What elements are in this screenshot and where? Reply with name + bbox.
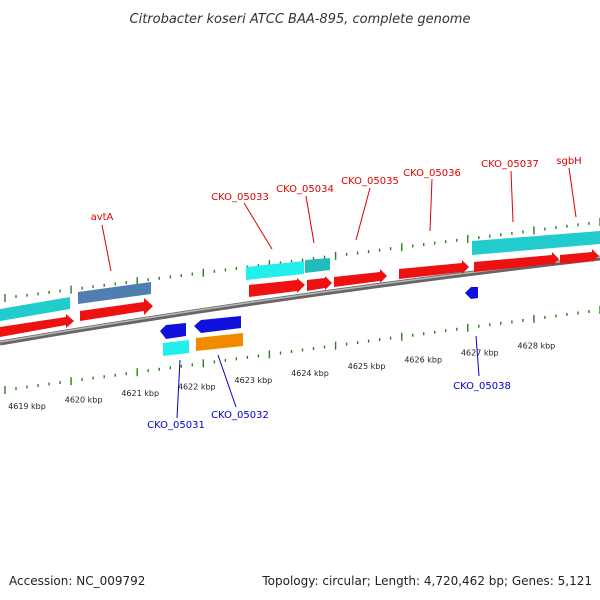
gene-CKO_05037-pointer bbox=[510, 170, 514, 223]
gene-CKO_05038-label: CKO_05038 bbox=[453, 381, 511, 392]
forward-strand-features: avtA CKO_05033 CKO_05034 CKO_05035 CKO_0… bbox=[0, 156, 600, 337]
gene-CKO_05036-pointer bbox=[429, 178, 433, 232]
scale-label-4622: 4622 kbp bbox=[178, 383, 216, 392]
scale-label-4627: 4627 kbp bbox=[461, 348, 499, 357]
scale-labels: 4619 kbp 4620 kbp 4621 kbp 4622 kbp 4623 kbp… bbox=[8, 342, 555, 412]
scale-label-4624: 4624 kbp bbox=[291, 369, 329, 378]
gene-CKO_05037-label: CKO_05037 bbox=[481, 159, 539, 170]
gene-sgbH-label: sgbH bbox=[556, 156, 581, 167]
gene-CKO_05035-pointer bbox=[355, 187, 371, 241]
gene-CKO_05032[interactable]: CKO_05032 bbox=[194, 316, 269, 421]
genome-summary-text: Topology: circular; Length: 4,720,462 bp… bbox=[261, 574, 592, 588]
gene-CKO_05038[interactable]: CKO_05038 bbox=[453, 287, 511, 392]
accession-text: Accession: NC_009792 bbox=[9, 574, 145, 588]
scale-label-4621: 4621 kbp bbox=[121, 389, 159, 398]
scale-label-4620: 4620 kbp bbox=[65, 396, 103, 405]
outer-tick-track bbox=[4, 218, 600, 302]
scale-label-4619: 4619 kbp bbox=[8, 402, 46, 411]
gene-CKO_05031-label: CKO_05031 bbox=[147, 420, 205, 431]
gene-CKO_05032-label: CKO_05032 bbox=[211, 410, 269, 421]
gene-avtA-pointer bbox=[101, 224, 112, 272]
gene-CKO_05032-pointer bbox=[217, 354, 237, 408]
gene-CKO_05034-label: CKO_05034 bbox=[276, 184, 334, 195]
gene-avtA[interactable]: avtA bbox=[78, 212, 153, 321]
gene-sgbH-pointer bbox=[568, 167, 577, 218]
scale-label-4623: 4623 kbp bbox=[235, 376, 273, 385]
gene-sgbH[interactable]: sgbH bbox=[556, 156, 599, 264]
scale-label-4626: 4626 kbp bbox=[404, 355, 442, 364]
gene-CKO_05033[interactable]: CKO_05033 bbox=[211, 192, 305, 297]
gene-CKO_05035[interactable]: CKO_05035 bbox=[334, 176, 399, 287]
gene-CKO_05038-pointer bbox=[475, 335, 480, 377]
gene-CKO_05035-label: CKO_05035 bbox=[341, 176, 399, 187]
gene-CKO_05037[interactable]: CKO_05037 bbox=[472, 159, 600, 272]
gene-CKO_05033-label: CKO_05033 bbox=[211, 192, 269, 203]
gene-CKO_05031-pointer bbox=[176, 359, 181, 419]
gene-CKO_05034-pointer bbox=[305, 195, 315, 244]
gene-CKO_05034[interactable]: CKO_05034 bbox=[276, 184, 334, 291]
gene-left-edge-features[interactable] bbox=[0, 297, 74, 337]
map-title: Citrobacter koseri ATCC BAA-895, complet… bbox=[130, 12, 471, 27]
gene-CKO_05036-label: CKO_05036 bbox=[403, 168, 461, 179]
gene-CKO_05033-pointer bbox=[243, 202, 273, 250]
scale-label-4628: 4628 kbp bbox=[518, 342, 556, 351]
gene-CKO_05031[interactable]: CKO_05031 bbox=[147, 323, 205, 431]
inner-tick-track bbox=[4, 306, 600, 394]
gene-CKO_05036[interactable]: CKO_05036 bbox=[399, 168, 469, 279]
gene-avtA-label: avtA bbox=[91, 212, 114, 223]
scale-label-4625: 4625 kbp bbox=[348, 362, 386, 371]
reverse-strand-features: CKO_05031 CKO_05032 CKO_05038 bbox=[147, 287, 511, 431]
